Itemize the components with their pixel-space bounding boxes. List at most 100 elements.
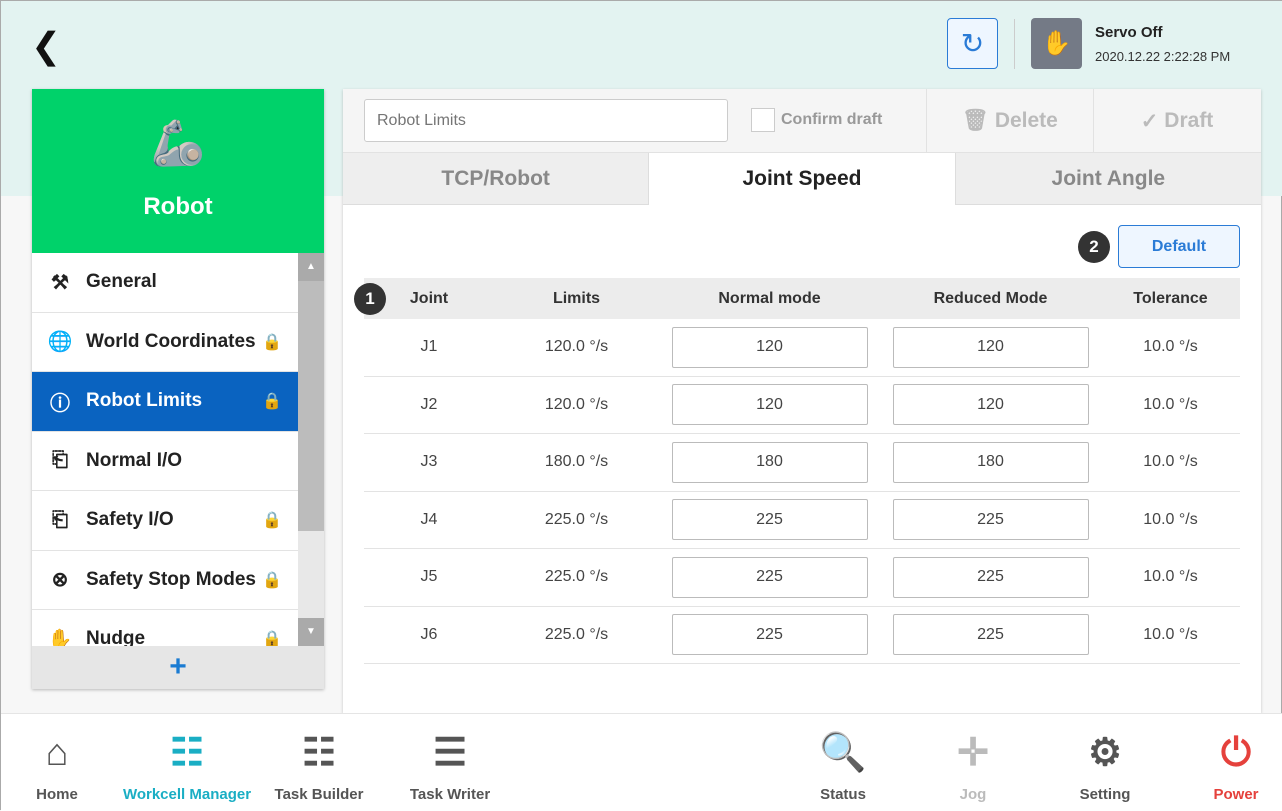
sidebar-item-robot-limits[interactable]: ⓘ Robot Limits 🔒 [32,372,298,432]
normal-mode-input[interactable]: 120 [671,326,868,368]
lock-icon: 🔒 [262,512,282,530]
workcell-icon: ☷ [169,732,205,774]
home-icon: ⌂ [45,732,69,774]
nav-task-writer[interactable]: ☰ Task Writer [380,728,520,803]
joint-speed-table: Joint Limits Normal mode Reduced Mode To… [364,278,1240,664]
robot-arm-icon: 🦾 [150,119,206,168]
reduced-mode-input[interactable]: 180 [892,441,1089,483]
sidebar-title: Robot [143,193,213,220]
callout-badge-2: 2 [1078,231,1110,263]
nav-label: Task Builder [274,786,364,803]
toolbar: Confirm draft 🗑Delete ✓Draft [343,89,1261,153]
sidebar-item-world-coordinates[interactable]: 🌐 World Coordinates 🔒 [32,313,298,372]
sidebar-item-safety-stop-modes[interactable]: ⊗ Safety Stop Modes 🔒 [32,551,298,610]
nav-status[interactable]: 🔍 Status [773,728,913,803]
globe-icon: 🌐 [47,331,73,354]
confirm-draft-label: Confirm draft [781,111,883,128]
refresh-button[interactable]: ↻ [947,18,998,69]
nav-label: Workcell Manager [122,786,252,803]
tab-joint-speed[interactable]: Joint Speed [649,153,956,205]
nav-home[interactable]: ⌂ Home [0,728,127,803]
nav-power[interactable]: ⏻ Power [1166,728,1282,803]
scrollbar-thumb[interactable] [298,281,324,531]
col-joint: Joint [409,289,449,307]
name-input[interactable] [364,99,728,142]
sidebar-item-label: General [86,271,157,293]
limits-cell: 225.0 °/s [544,510,609,528]
normal-mode-input[interactable]: 225 [671,499,868,541]
add-button[interactable]: + [32,646,324,689]
delete-button[interactable]: 🗑 Delete [926,89,1093,153]
table-row: J5 225.0 °/s 225 225 10.0 °/s [364,549,1240,607]
joint-cell: J5 [420,568,438,586]
tolerance-cell: 10.0 °/s [1143,338,1198,356]
nav-label: Jog [959,786,987,803]
scrollbar[interactable]: ▲ ▼ [298,253,324,646]
sidebar-item-general[interactable]: ⚒ General [32,253,298,313]
reduced-mode-input[interactable]: 120 [892,326,1089,368]
nav-label: Setting [1079,786,1131,803]
normal-mode-input[interactable]: 225 [671,614,868,656]
col-reduced-mode: Reduced Mode [933,289,1048,307]
joint-cell: J1 [420,338,438,356]
default-button[interactable]: Default [1118,225,1240,268]
scroll-down-icon[interactable]: ▼ [298,618,324,646]
normal-mode-input[interactable]: 180 [671,441,868,483]
normal-mode-input[interactable]: 120 [671,384,868,426]
nav-label: Task Writer [409,786,491,803]
table-row: J4 225.0 °/s 225 225 10.0 °/s [364,492,1240,549]
sidebar-item-normal-i-o[interactable]: ⎗ Normal I/O [32,432,298,491]
limits-cell: 225.0 °/s [544,625,609,643]
nav-label: Status [820,786,866,803]
lock-icon: 🔒 [262,393,282,411]
lock-icon: 🔒 [262,631,282,646]
normal-mode-input[interactable]: 225 [671,556,868,598]
divider [1014,19,1015,69]
servo-button[interactable]: ✋ [1031,18,1082,69]
stop-icon: ⊗ [51,569,69,592]
servo-status: Servo Off [1095,24,1163,41]
trash-icon: 🗑 [962,109,989,132]
tolerance-cell: 10.0 °/s [1143,568,1198,586]
joint-cell: J2 [420,395,438,413]
sidebar-item-label: Safety Stop Modes [86,568,256,590]
nav-task-builder[interactable]: ☷ Task Builder [249,728,389,803]
back-button[interactable]: ❮ [31,25,62,66]
draft-button[interactable]: ✓ Draft [1093,89,1260,153]
joint-cell: J4 [420,510,438,528]
hand-icon: ✋ [1041,30,1072,57]
callout-badge-1: 1 [354,283,386,315]
nav-jog[interactable]: ✛ Jog [903,728,1043,803]
power-icon: ⏻ [1220,732,1252,774]
sidebar-header: 🦾 Robot [32,89,324,253]
sidebar-item-label: Robot Limits [86,390,203,412]
tab-tcp-robot[interactable]: TCP/Robot [343,153,650,205]
sidebar-item-label: Nudge [86,628,146,646]
nav-workcell-manager[interactable]: ☷ Workcell Manager [117,728,257,803]
tolerance-cell: 10.0 °/s [1143,395,1198,413]
limits-cell: 120.0 °/s [544,395,609,413]
sidebar-item-nudge[interactable]: ✋ Nudge 🔒 [32,610,298,646]
refresh-icon: ↻ [960,28,985,59]
reduced-mode-input[interactable]: 225 [892,614,1089,656]
confirm-draft-checkbox[interactable] [751,108,775,132]
sidebar: 🦾 Robot ⚒ General 🌐 World Coordinates 🔒 ⓘ Robo… [32,89,324,689]
main-panel: Confirm draft 🗑Delete ✓Draft TCP/Robot J… [343,89,1261,713]
robot-arm-icon: ⚒ [51,271,69,294]
status-icon: 🔍 [819,732,867,774]
tab-joint-angle[interactable]: Joint Angle [955,153,1261,205]
tolerance-cell: 10.0 °/s [1143,625,1198,643]
sidebar-item-safety-i-o[interactable]: ⎗ Safety I/O 🔒 [32,491,298,551]
nav-setting[interactable]: ⚙ Setting [1035,728,1175,803]
tolerance-cell: 10.0 °/s [1143,510,1198,528]
io-icon: ⎗ [52,508,68,531]
table-row: J6 225.0 °/s 225 225 10.0 °/s [364,607,1240,664]
scroll-up-icon[interactable]: ▲ [298,253,324,281]
delete-label: Delete [994,109,1058,132]
nav-label: Power [1213,786,1259,803]
reduced-mode-input[interactable]: 225 [892,499,1089,541]
reduced-mode-input[interactable]: 225 [892,556,1089,598]
gear-icon: ⚙ [1087,732,1123,774]
tolerance-cell: 10.0 °/s [1143,453,1198,471]
reduced-mode-input[interactable]: 120 [892,384,1089,426]
